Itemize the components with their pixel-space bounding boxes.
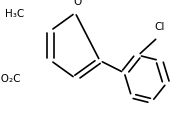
Text: O: O xyxy=(73,0,81,7)
Text: Cl: Cl xyxy=(154,22,165,31)
Text: H₃C: H₃C xyxy=(5,9,24,19)
Text: HO₂C: HO₂C xyxy=(0,73,21,83)
